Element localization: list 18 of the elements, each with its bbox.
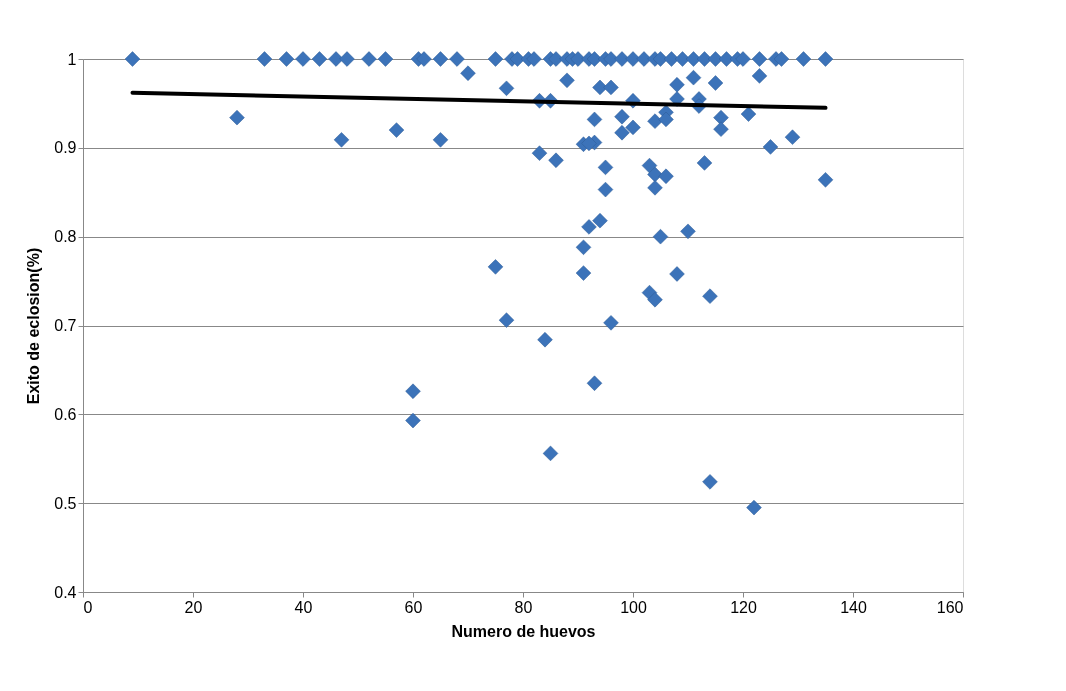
y-tick-label: 0.8 — [54, 228, 77, 246]
x-axis-title: Numero de huevos — [451, 622, 596, 640]
y-axis-title: Exito de eclosion(%) — [25, 247, 43, 405]
x-tick-label: 160 — [936, 598, 964, 616]
y-tick-label: 0.6 — [54, 405, 77, 423]
x-tick-label: 40 — [294, 598, 313, 616]
y-tick-label: 0.9 — [54, 139, 77, 157]
y-tick-label: 0.4 — [54, 583, 77, 601]
x-tick-label: 120 — [730, 598, 757, 616]
x-tick-label: 80 — [514, 598, 533, 616]
y-tick-label: 0.5 — [54, 494, 77, 512]
x-tick-label: 20 — [184, 598, 203, 616]
x-tick-label: 60 — [404, 598, 423, 616]
x-tick-label: 0 — [83, 598, 93, 616]
y-tick-label: 0.7 — [54, 317, 77, 334]
y-tick-label: 1 — [67, 50, 77, 68]
x-tick-label: 100 — [620, 598, 647, 616]
x-tick-label: 140 — [840, 598, 867, 616]
